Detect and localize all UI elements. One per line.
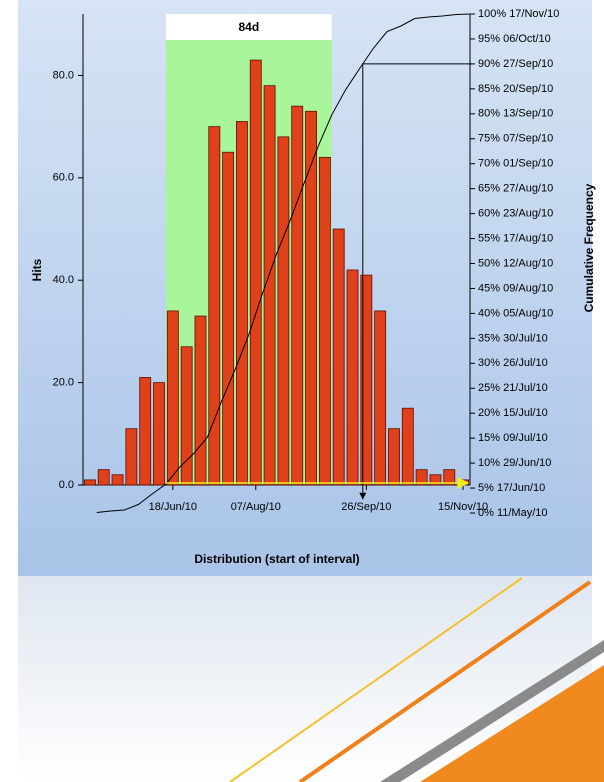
bar [402,408,413,485]
y2-tick-label: 0% 11/May/10 [478,507,548,519]
bar [84,480,95,485]
y2-tick-label: 15% 09/Jul/10 [478,432,548,444]
y2-tick-label: 65% 27/Aug/10 [478,183,553,195]
y2-tick-label: 30% 26/Jul/10 [478,357,548,369]
bar [195,316,206,485]
y-axis-title: Hits [30,258,44,281]
y2-tick-label: 95% 06/Oct/10 [478,33,551,45]
bar [347,270,358,485]
page: 84d 0.0 20.0 40.0 60.0 80.0 0% 11/May/10 5% 17/… [0,0,604,782]
y-tick-label: 20.0 [53,377,74,389]
y2-tick-label: 10% 29/Jun/10 [478,457,551,469]
x-tick-label: 07/Aug/10 [231,501,281,513]
y2-tick-label: 45% 09/Aug/10 [478,282,553,294]
bar [292,106,303,485]
x-axis-title: Distribution (start of interval) [194,552,359,566]
y2-tick-label: 55% 17/Aug/10 [478,232,553,244]
bar [223,152,234,485]
bar [278,137,289,485]
y2-tick-label: 90% 27/Sep/10 [478,58,553,70]
y2-tick-label: 40% 05/Aug/10 [478,307,553,319]
bar [250,60,261,485]
y2-axis-title: Cumulative Frequency [582,183,596,312]
x-tick-label: 26/Sep/10 [341,501,391,513]
highlight-label: 84d [239,20,260,34]
bar [98,470,109,485]
y2-tick-label: 20% 15/Jul/10 [478,407,548,419]
bar [167,311,178,485]
bar [126,429,137,485]
y2-tick-label: 25% 21/Jul/10 [478,382,548,394]
bar [375,311,386,485]
y2-tick-label: 80% 13/Sep/10 [478,108,553,120]
bar [236,122,247,485]
y2-tick-label: 85% 20/Sep/10 [478,83,553,95]
bar [140,377,151,485]
y-tick-label: 60.0 [53,172,74,184]
bar [112,475,123,485]
y-tick-label: 40.0 [53,274,74,286]
bar [306,111,317,485]
chart: 84d 0.0 20.0 40.0 60.0 80.0 0% 11/May/10 5% 17/… [0,0,604,782]
y2-tick-label: 100% 17/Nov/10 [478,8,559,20]
bar [209,127,220,485]
y-tick-label: 0.0 [59,479,74,491]
bar [333,229,344,485]
bar [153,383,164,485]
y2-tick-label: 50% 12/Aug/10 [478,257,553,269]
y2-tick-label: 70% 01/Sep/10 [478,158,553,170]
y-tick-label: 80.0 [53,69,74,81]
y2-tick-label: 60% 23/Aug/10 [478,208,553,220]
bar [388,429,399,485]
x-tick-label: 15/Nov/10 [438,501,488,513]
bar [319,157,330,485]
y2-tick-label: 35% 30/Jul/10 [478,332,548,344]
y2-tick-label: 75% 07/Sep/10 [478,133,553,145]
x-tick-label: 18/Jun/10 [149,501,197,513]
y2-tick-label: 5% 17/Jun/10 [478,482,545,494]
